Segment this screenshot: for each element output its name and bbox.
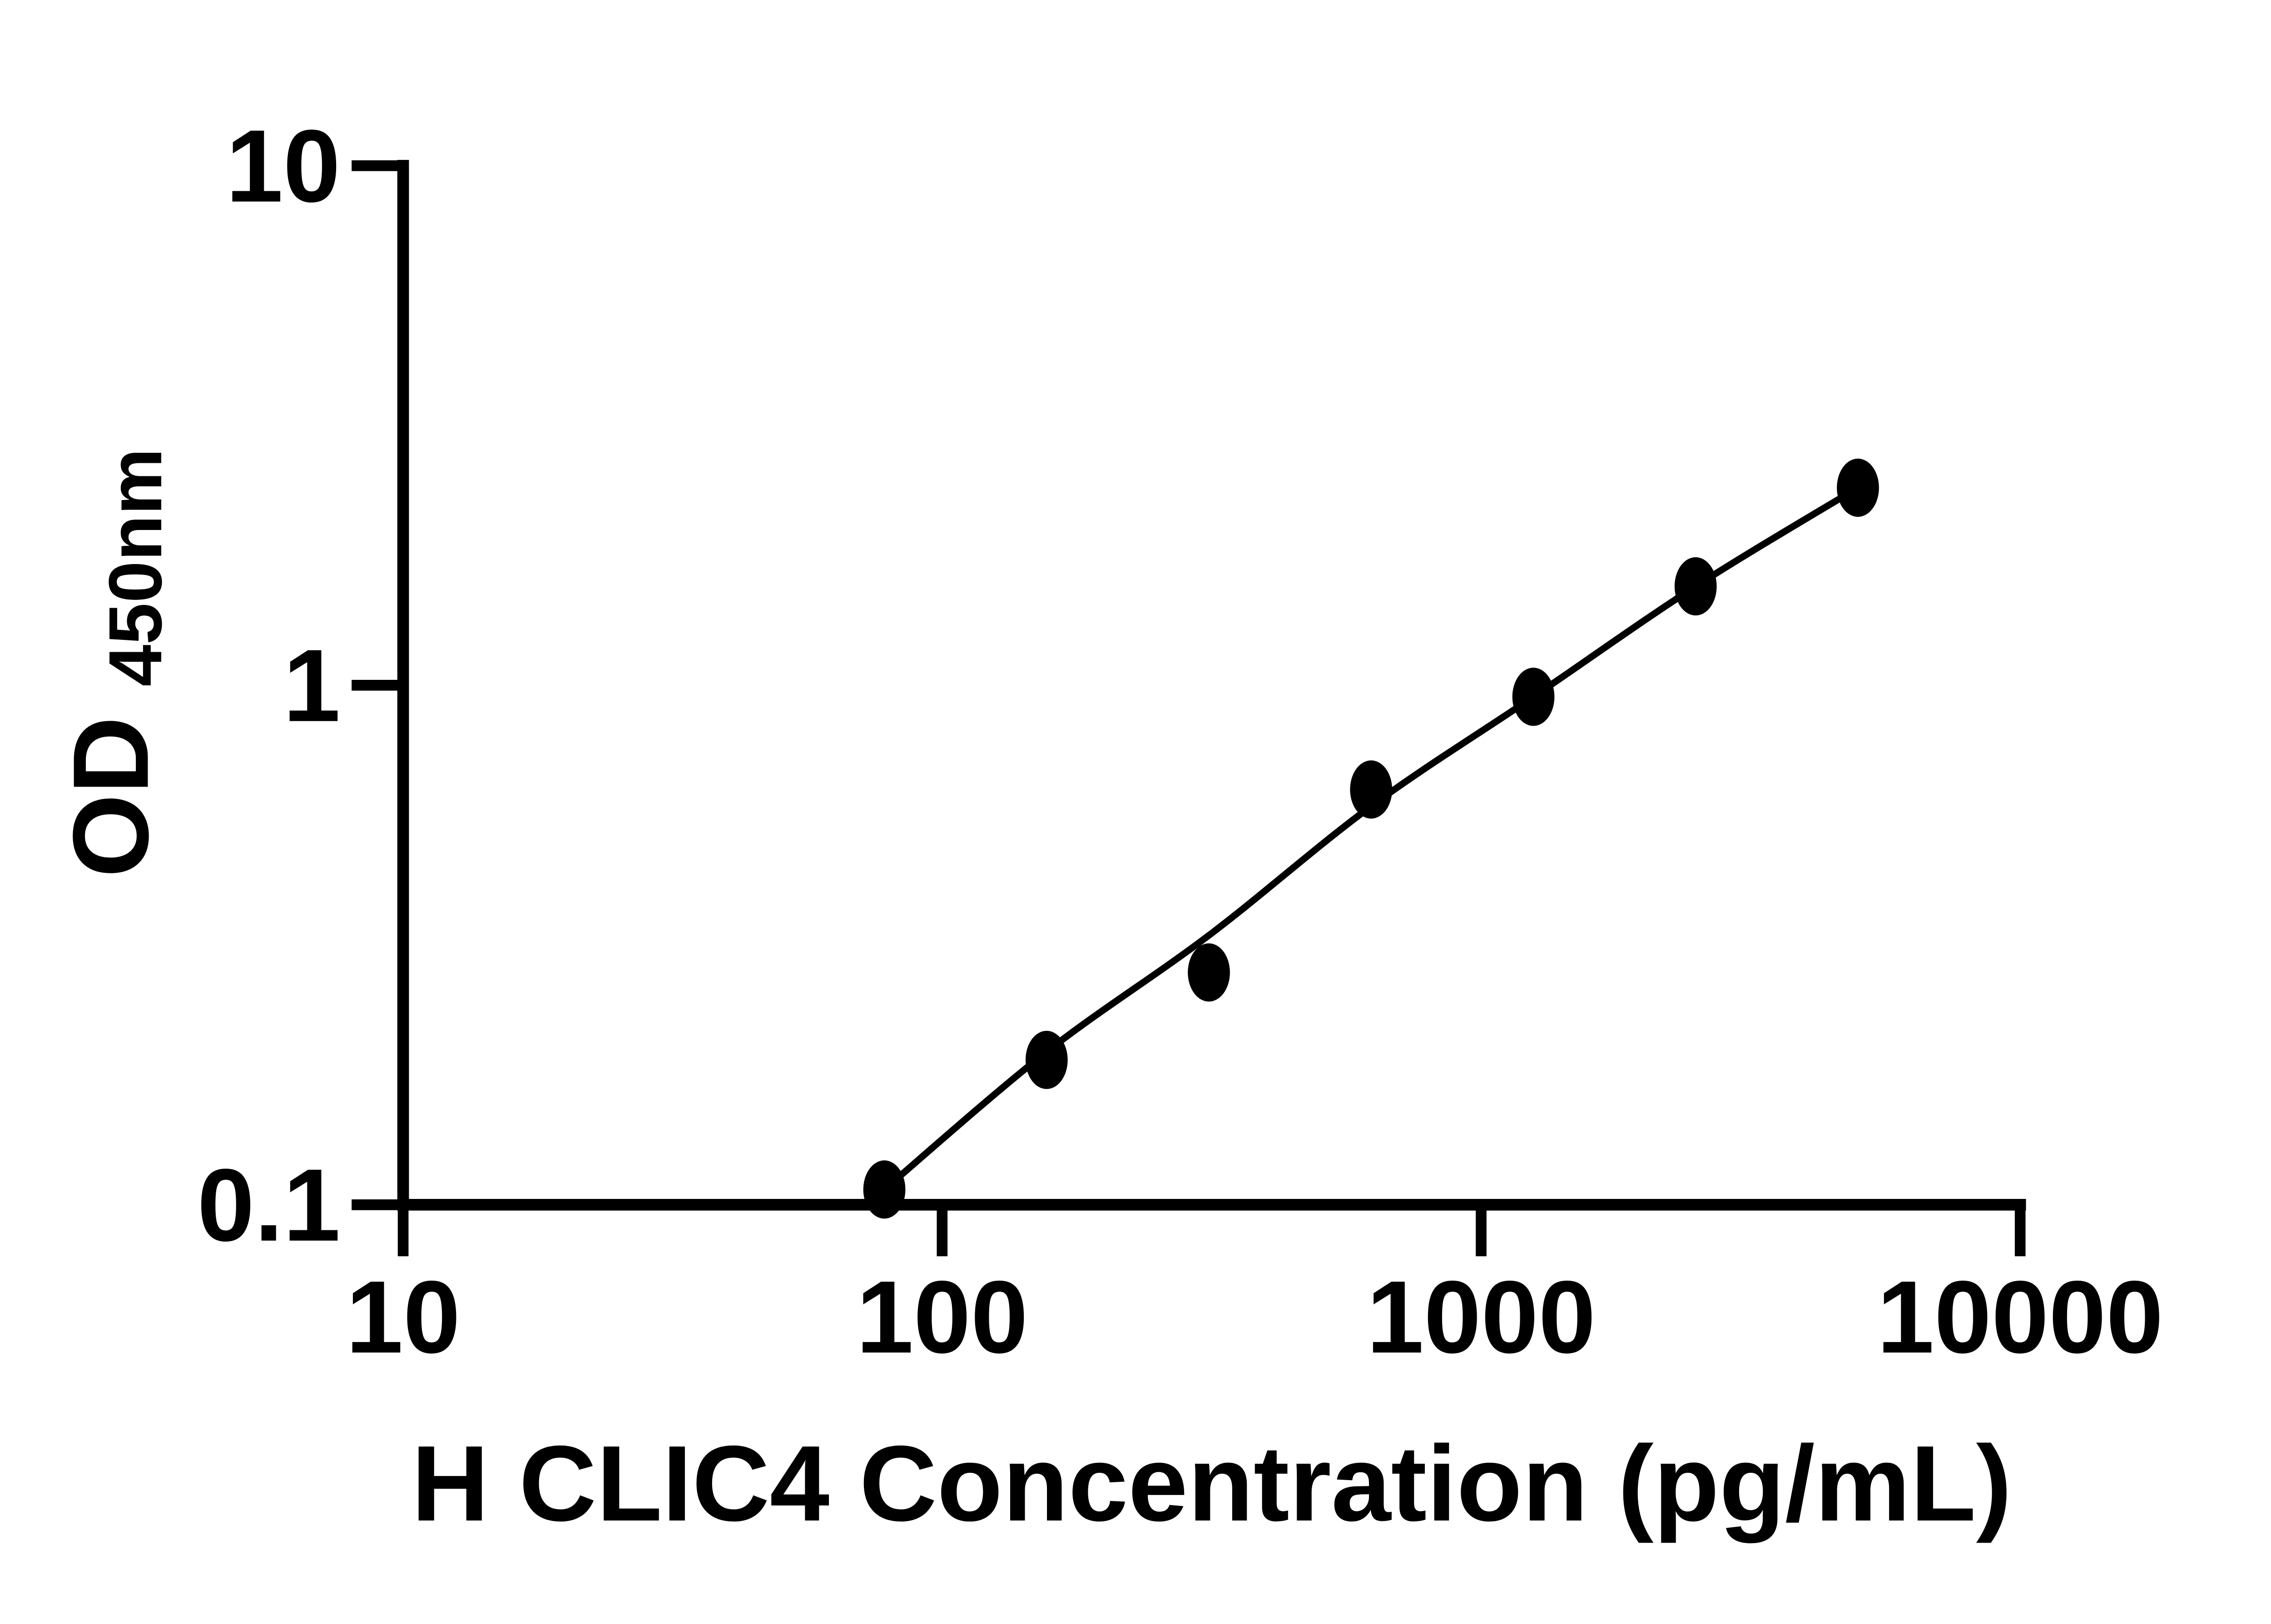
y-axis: 10 1 0.1 [197, 109, 409, 1263]
x-tick-label-10000: 10000 [1877, 1260, 2163, 1375]
x-axis: 10 100 1000 10000 [346, 1199, 2163, 1375]
x-axis-tick-labels: 10 100 1000 10000 [346, 1260, 2163, 1375]
x-tick-label-1000: 1000 [1367, 1260, 1596, 1375]
x-tick-label-100: 100 [856, 1260, 1028, 1375]
data-point-312.5pg [1188, 943, 1230, 1002]
data-points [863, 458, 1879, 1219]
x-axis-title: H CLIC4 Concentration (pg/mL) [412, 1424, 2012, 1544]
y-tick-label-10: 10 [226, 109, 340, 224]
data-point-2500pg [1674, 557, 1717, 616]
data-point-78.125pg [863, 1160, 906, 1219]
data-point-5000pg [1837, 458, 1879, 517]
y-axis-title: OD 450nm [51, 448, 178, 878]
data-point-625pg [1350, 760, 1393, 819]
data-point-156.25pg [1025, 1030, 1068, 1089]
y-axis-tick-labels: 10 1 0.1 [197, 109, 340, 1263]
y-axis-title-subscript: 450nm [94, 448, 178, 687]
y-tick-label-1: 1 [283, 629, 340, 743]
data-point-1250pg [1512, 668, 1555, 726]
y-axis-ticks [352, 160, 403, 1210]
x-tick-label-10: 10 [346, 1260, 460, 1375]
y-axis-title-main: OD [51, 716, 171, 877]
y-tick-label-0.1: 0.1 [197, 1148, 340, 1263]
x-axis-ticks [397, 1204, 2026, 1257]
